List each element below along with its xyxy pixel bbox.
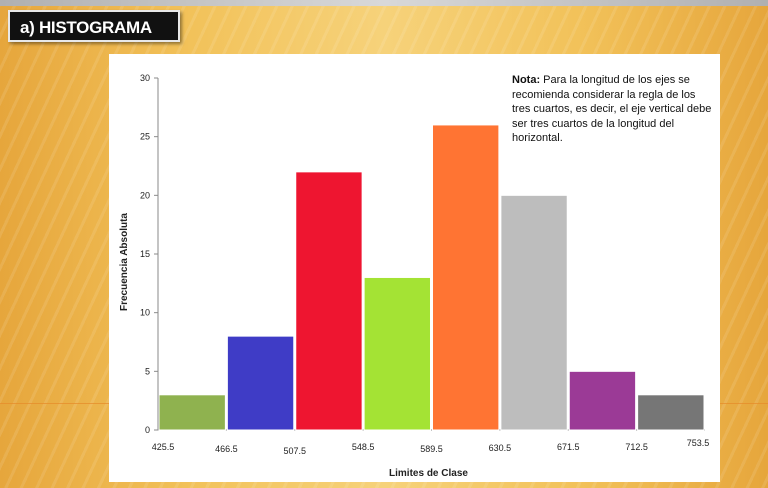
- note-box: Nota: Para la longitud de los ejes se re…: [512, 73, 712, 146]
- histogram-bar: [432, 124, 500, 431]
- histogram-bar: [363, 276, 431, 431]
- histogram-bar: [295, 171, 363, 431]
- slide-title: a) HISTOGRAMA: [8, 10, 180, 42]
- histogram-bar: [158, 394, 226, 431]
- x-tick-label: 589.5: [420, 444, 443, 454]
- histogram-bar: [568, 370, 637, 431]
- y-tick-label: 25: [140, 132, 150, 142]
- note-text: Para la longitud de los ejes se recomien…: [512, 74, 712, 144]
- x-tick-label: 712.5: [625, 442, 648, 452]
- note-label: Nota:: [512, 74, 541, 86]
- histogram-bar: [500, 194, 568, 431]
- y-axis-title: Frecuencia Absoluta: [119, 213, 130, 311]
- x-tick-label: 671.5: [557, 442, 580, 452]
- x-tick-label: 630.5: [489, 443, 512, 453]
- top-band: [0, 0, 768, 6]
- y-tick-label: 0: [145, 425, 150, 435]
- y-tick-label: 20: [140, 190, 150, 200]
- y-tick-label: 30: [140, 73, 150, 83]
- y-tick-label: 15: [140, 249, 150, 259]
- y-tick-label: 10: [140, 308, 150, 318]
- x-tick-label: 425.5: [152, 442, 175, 452]
- x-axis-title: Limites de Clase: [389, 468, 468, 479]
- x-tick-label: 548.5: [352, 442, 375, 452]
- histogram-bar: [226, 335, 295, 431]
- x-tick-label: 466.5: [215, 444, 238, 454]
- y-tick-label: 5: [145, 366, 150, 376]
- histogram-bar: [637, 394, 705, 431]
- x-tick-label: 507.5: [283, 446, 306, 456]
- x-tick-label: 753.5: [687, 438, 710, 448]
